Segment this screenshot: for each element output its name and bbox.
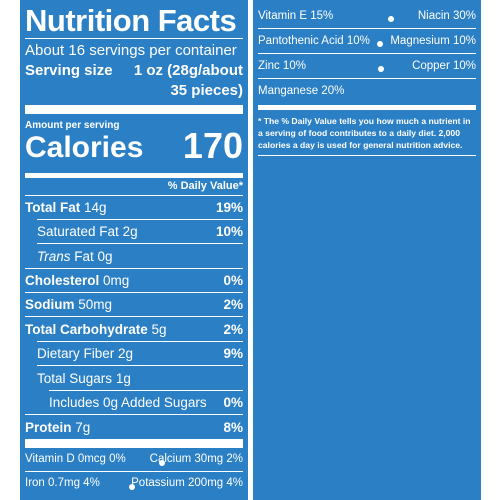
divider [37,341,243,342]
divider [25,38,243,39]
manganese: Manganese 20% [258,85,345,97]
serving-size-label: Serving size [25,62,113,79]
thick-divider [25,105,243,114]
divider [258,28,476,29]
vitamin-d: Vitamin D 0mcg 0% [25,453,126,465]
cholesterol-dv: 0% [223,273,243,288]
label-title: Nutrition Facts [25,3,237,38]
copper: Copper 10% [412,60,476,72]
nutrition-panel-left [20,0,248,500]
dietary-fiber-dv: 9% [223,346,243,361]
bullet-icon [129,484,135,490]
servings-per-container: About 16 servings per container [25,42,237,59]
serving-size-value-1: 1 oz (28g/about [133,62,243,79]
saturated-fat-dv: 10% [215,224,243,239]
nutrient-row-total-carbohydrate: Total Carbohydrate 5g [25,322,167,337]
total-carbohydrate-dv: 2% [223,322,243,337]
magnesium: Magnesium 10% [390,35,476,47]
nutrient-row-protein: Protein 7g [25,420,91,435]
nutrient-row-saturated-fat: Saturated Fat 2g [37,224,138,239]
bullet-icon [378,66,384,72]
nutrition-facts-label: Nutrition Facts About 16 servings per co… [25,3,243,495]
pantothenic-acid: Pantothenic Acid 10% [258,35,370,47]
nutrient-row-total-fat: Total Fat 14g [25,200,107,215]
protein-dv: 8% [223,420,243,435]
niacin: Niacin 30% [417,10,476,22]
nutrient-row-sodium: Sodium 50mg [25,297,113,312]
divider [258,53,476,54]
amount-per-serving: Amount per serving [25,120,120,131]
calcium: Calcium 30mg 2% [149,453,243,465]
divider [25,471,243,472]
medium-divider [25,173,243,178]
divider [37,243,243,244]
nutrition-panel-right [253,0,481,500]
divider [258,78,476,79]
divider [25,316,243,317]
potassium: Potassium 200mg 4% [131,477,243,489]
divider [49,390,243,391]
bullet-icon [388,16,394,22]
divider [25,195,243,196]
footnote-line-1: * The % Daily Value tells you how much a… [258,116,471,126]
thick-divider [25,439,243,448]
divider [258,155,476,156]
nutrient-row-dietary-fiber: Dietary Fiber 2g [37,346,134,361]
divider [37,365,243,366]
footnote-line-3: calories a day is used for general nutri… [258,140,463,150]
divider [37,219,243,220]
added-sugars-dv: 0% [223,395,243,410]
divider [25,268,243,269]
vitamin-e: Vitamin E 15% [258,10,334,22]
nutrient-row-trans-fat: Trans Fat 0g [37,249,113,264]
nutrient-row-added-sugars: Includes 0g Added Sugars [49,395,207,410]
bullet-icon [159,460,165,466]
calories-value: 170 [182,125,243,166]
serving-size-value-2: 35 pieces) [170,82,243,99]
sodium-dv: 2% [223,297,243,312]
divider [25,292,243,293]
bullet-icon [377,41,383,47]
nutrient-row-total-sugars: Total Sugars 1g [37,371,131,386]
divider [25,414,243,415]
total-fat-dv: 19% [215,200,243,215]
daily-value-header: % Daily Value* [167,180,243,192]
zinc: Zinc 10% [258,60,306,72]
iron: Iron 0.7mg 4% [25,477,100,489]
nutrient-row-cholesterol: Cholesterol 0mg [25,273,130,288]
footnote-line-2: a serving of food contributes to a daily… [258,128,460,138]
calories-label: Calories [25,131,144,164]
medium-divider [258,105,476,110]
